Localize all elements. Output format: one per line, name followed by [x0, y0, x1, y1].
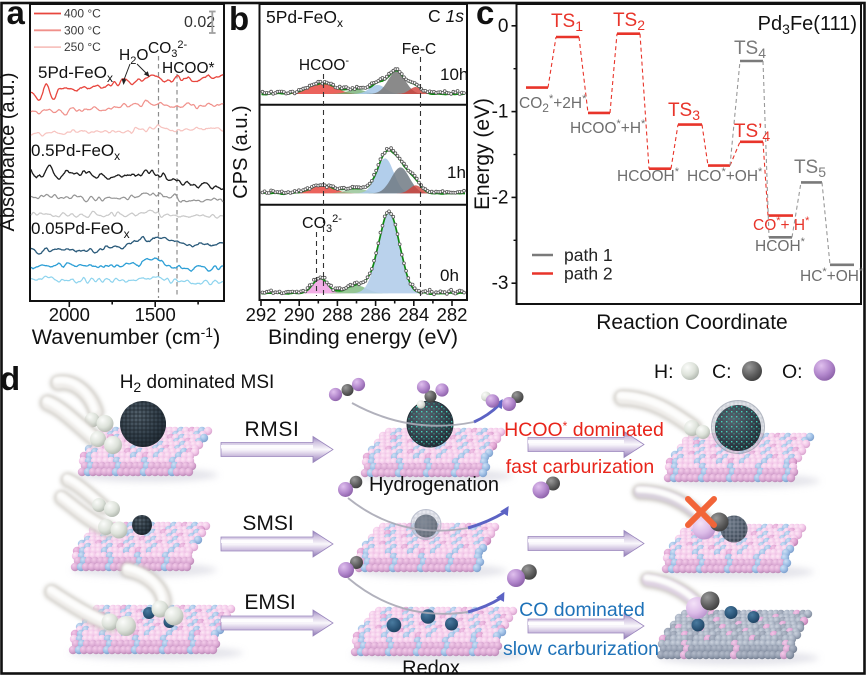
svg-text:b: b [229, 0, 249, 37]
svg-text:292: 292 [246, 304, 277, 325]
svg-text:H2O: H2O [119, 47, 148, 67]
svg-text:O:: O: [782, 361, 803, 383]
svg-text:HCOO-: HCOO- [299, 55, 350, 74]
svg-text:TS5: TS5 [794, 157, 826, 180]
svg-text:0.05Pd-FeOx: 0.05Pd-FeOx [31, 219, 130, 241]
svg-text:284: 284 [398, 304, 429, 325]
svg-text:c: c [476, 0, 494, 31]
svg-text:1500: 1500 [135, 304, 176, 325]
svg-text:d: d [0, 360, 20, 397]
svg-text:Redox: Redox [402, 658, 460, 679]
svg-text:TS4: TS4 [734, 38, 766, 61]
svg-text:HCOH*: HCOH* [755, 236, 806, 255]
svg-text:288: 288 [322, 304, 353, 325]
svg-text:C:: C: [712, 361, 732, 383]
svg-text:400 °C: 400 °C [64, 7, 101, 21]
svg-text:path 2: path 2 [564, 264, 613, 284]
svg-text:TS3: TS3 [668, 100, 700, 123]
svg-text:0: 0 [498, 16, 509, 37]
svg-text:HCOO*: HCOO* [162, 60, 215, 77]
svg-text:H2 dominated MSI: H2 dominated MSI [120, 372, 275, 395]
svg-text:CO2*+2H*: CO2*+2H* [519, 93, 587, 115]
svg-text:10h: 10h [440, 65, 468, 84]
svg-text:H:: H: [654, 361, 674, 383]
svg-text:CPS (a.u.): CPS (a.u.) [230, 105, 252, 198]
svg-text:C 1s: C 1s [428, 6, 464, 26]
svg-text:1h: 1h [447, 163, 466, 182]
svg-text:Pd3Fe(111): Pd3Fe(111) [758, 13, 857, 37]
svg-text:HC*+OH*: HC*+OH* [800, 266, 864, 285]
svg-text:HCOO*+H*: HCOO*+H* [570, 118, 646, 137]
svg-text:286: 286 [360, 304, 391, 325]
svg-text:290: 290 [284, 304, 315, 325]
svg-text:TS’4: TS’4 [734, 121, 771, 144]
svg-text:300 °C: 300 °C [64, 23, 101, 37]
svg-text:fast carburization: fast carburization [506, 456, 655, 478]
svg-text:CO*+ H*: CO*+ H* [753, 215, 810, 234]
svg-text:a: a [7, 0, 26, 31]
svg-text:path 1: path 1 [564, 245, 613, 265]
svg-text:2000: 2000 [49, 304, 90, 325]
svg-text:slow carburization: slow carburization [503, 638, 659, 660]
svg-text:0h: 0h [440, 266, 459, 285]
svg-text:-3: -3 [492, 273, 509, 294]
svg-text:250 °C: 250 °C [64, 40, 101, 54]
svg-text:0.5Pd-FeOx: 0.5Pd-FeOx [31, 141, 120, 163]
svg-text:-1: -1 [492, 102, 509, 123]
svg-text:282: 282 [437, 304, 468, 325]
svg-text:Reaction Coordinate: Reaction Coordinate [596, 311, 787, 334]
svg-text:HCO*+OH*: HCO*+OH* [687, 166, 763, 185]
svg-text:RMSI: RMSI [245, 418, 300, 441]
svg-text:EMSI: EMSI [244, 591, 295, 614]
svg-text:HCOOH*: HCOOH* [617, 166, 680, 185]
svg-text:Binding energy (eV): Binding energy (eV) [268, 325, 458, 349]
svg-text:-2: -2 [492, 187, 509, 208]
svg-text:TS1: TS1 [551, 11, 583, 34]
svg-text:Hydrogenation: Hydrogenation [369, 474, 499, 496]
svg-text:Fe-C: Fe-C [402, 41, 436, 58]
svg-text:HCOO* dominated: HCOO* dominated [504, 419, 664, 441]
svg-text:Energy (eV): Energy (eV) [471, 98, 494, 210]
svg-text:Absorbance (a.u.): Absorbance (a.u.) [0, 73, 19, 232]
svg-text:TS2: TS2 [613, 10, 645, 33]
svg-text:SMSI: SMSI [242, 512, 293, 535]
svg-text:Wavenumber (cm-1): Wavenumber (cm-1) [32, 324, 220, 349]
svg-text:0.02: 0.02 [184, 14, 215, 31]
svg-text:CO dominated: CO dominated [519, 599, 645, 621]
svg-text:5Pd-FeOx: 5Pd-FeOx [266, 7, 343, 30]
svg-text:5Pd-FeOx: 5Pd-FeOx [38, 63, 113, 85]
